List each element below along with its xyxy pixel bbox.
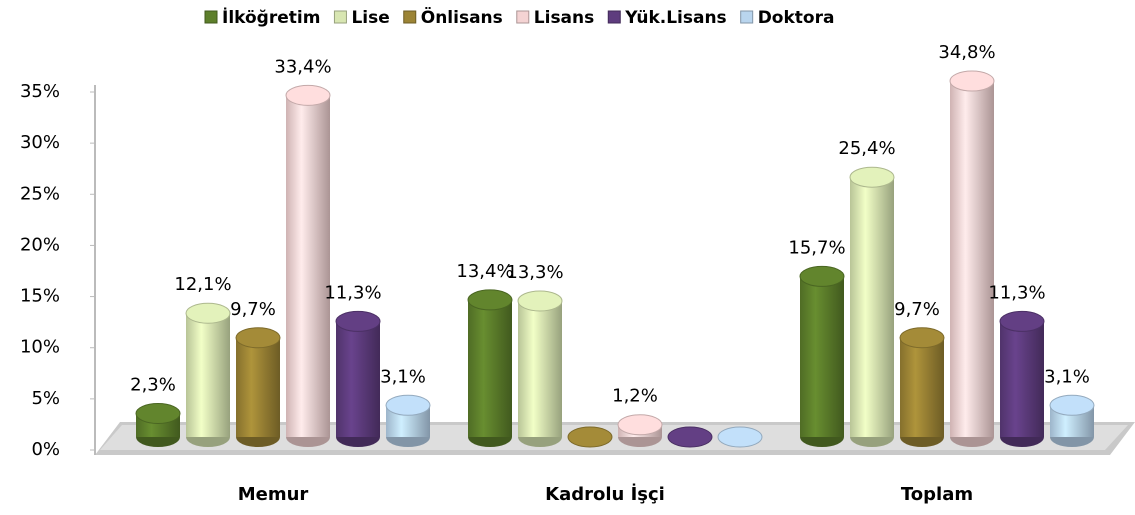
bar-body (950, 81, 994, 437)
legend-label: Önlisans (421, 6, 503, 28)
bar-top (1049, 394, 1095, 416)
bar-body (286, 95, 330, 437)
data-label: 11,3% (988, 282, 1045, 303)
bar (949, 70, 995, 447)
bar-body (1000, 321, 1044, 437)
legend-swatch (333, 10, 347, 24)
data-label: 9,7% (894, 299, 940, 320)
bar (567, 426, 613, 448)
bar (135, 402, 181, 447)
bar-body (850, 177, 894, 438)
bar-top (617, 414, 663, 436)
data-label: 15,7% (788, 237, 845, 258)
legend-swatch (204, 10, 218, 24)
bar-top (335, 310, 381, 332)
bar-body (468, 299, 512, 437)
y-tick-label: 5% (31, 388, 60, 409)
data-label: 11,3% (324, 282, 381, 303)
bar-top (999, 310, 1045, 332)
legend-label: Lise (351, 8, 389, 28)
legend-swatch (403, 10, 417, 24)
bar-top (185, 302, 231, 324)
data-label: 2,3% (130, 374, 176, 395)
bar (1049, 394, 1095, 447)
data-label: 9,7% (230, 299, 276, 320)
x-tick-label: Memur (238, 484, 309, 505)
x-tick-label: Kadrolu İşçi (545, 483, 665, 505)
bar (799, 265, 845, 447)
bar-top (517, 290, 563, 312)
bar (285, 84, 331, 447)
bar-body (236, 337, 280, 437)
x-tick-label: Toplam (901, 484, 973, 505)
bar-top (949, 70, 995, 92)
bar-top (849, 166, 895, 188)
bar (717, 426, 763, 448)
data-label: 34,8% (938, 42, 995, 63)
legend-label: Lisans (534, 8, 594, 28)
y-tick-label: 35% (20, 81, 60, 102)
data-label: 25,4% (838, 138, 895, 159)
bar (335, 310, 381, 447)
data-label: 12,1% (174, 274, 231, 295)
data-label: 3,1% (380, 366, 426, 387)
bar (849, 166, 895, 447)
data-label: 3,1% (1044, 366, 1090, 387)
bar-body (900, 337, 944, 437)
y-tick-label: 15% (20, 286, 60, 307)
bar-body (518, 300, 562, 437)
legend-swatch (516, 10, 530, 24)
bar (517, 290, 563, 447)
legend-swatch (607, 10, 621, 24)
data-label: 13,3% (506, 262, 563, 283)
data-label: 33,4% (274, 56, 331, 77)
bar (617, 414, 663, 447)
bar-top (385, 394, 431, 416)
bar-top (717, 426, 763, 448)
bar-top (667, 426, 713, 448)
bar (467, 289, 513, 447)
legend-label: Doktora (758, 8, 835, 28)
bar-top (285, 84, 331, 106)
bar-top (799, 265, 845, 287)
y-tick-label: 20% (20, 234, 60, 255)
y-tick-label: 10% (20, 337, 60, 358)
y-tick-label: 25% (20, 183, 60, 204)
bar-body (186, 313, 230, 437)
bar (667, 426, 713, 448)
bar-top (567, 426, 613, 448)
y-tick-label: 0% (31, 439, 60, 460)
bar (999, 310, 1045, 447)
bar (385, 394, 431, 447)
bar-body (336, 321, 380, 437)
bar-body (800, 276, 844, 437)
legend-swatch (740, 10, 754, 24)
bar (235, 327, 281, 447)
bar (185, 302, 231, 447)
bar-top (235, 327, 281, 349)
bar (899, 327, 945, 447)
legend-label: İlköğretim (222, 6, 320, 28)
bar-top (135, 402, 181, 424)
data-label: 1,2% (612, 386, 658, 407)
bar-top (899, 327, 945, 349)
bar-top (467, 289, 513, 311)
data-label: 13,4% (456, 261, 513, 282)
y-tick-label: 30% (20, 132, 60, 153)
legend-label: Yük.Lisans (624, 8, 726, 28)
